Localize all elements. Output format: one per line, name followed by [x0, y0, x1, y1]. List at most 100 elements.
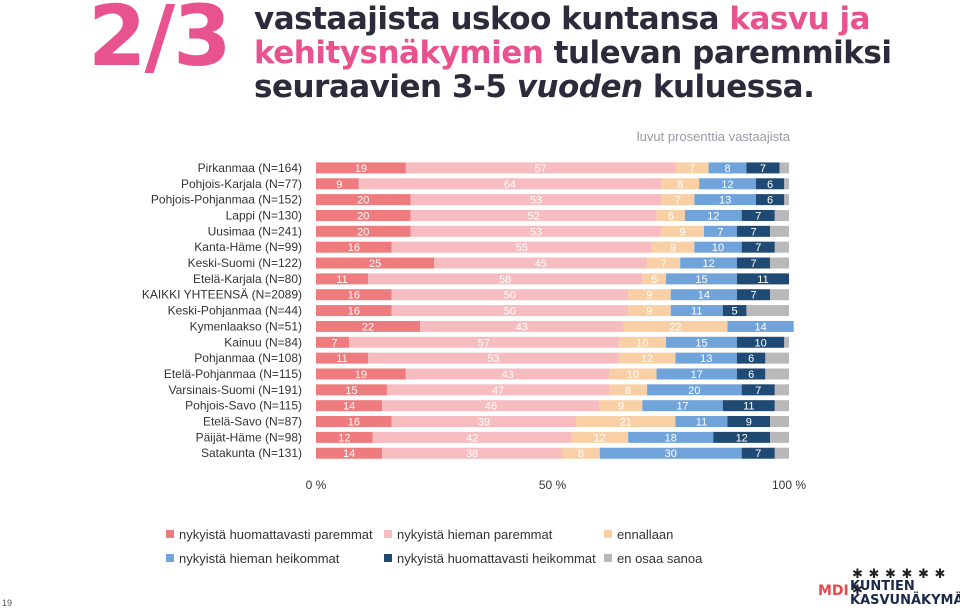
bar-segment	[722, 305, 747, 317]
bar-segment	[651, 241, 695, 253]
data-label: 11	[743, 401, 754, 413]
category-label: Pohjois-Savo (N=115)	[185, 399, 302, 413]
bar-segment	[694, 241, 742, 253]
data-label: 53	[530, 226, 542, 238]
data-label: 10	[627, 369, 639, 381]
data-label: 7	[675, 195, 681, 207]
data-label: 11	[336, 274, 347, 286]
bar-segment	[609, 384, 648, 396]
bar-segment	[576, 416, 676, 428]
category-label: Varsinais-Suomi (N=191)	[169, 383, 303, 397]
bar-segment	[316, 305, 392, 317]
bar-segment	[774, 400, 789, 412]
bar-segment	[599, 400, 643, 412]
bar-segment	[391, 241, 652, 253]
bar-segment	[684, 209, 742, 221]
data-label: 10	[636, 337, 648, 349]
bar-segment	[765, 352, 789, 364]
bar-segment	[741, 241, 775, 253]
stacked-bar-chart: Pirkanmaa (N=164) 19 57 7 8 7Pohjois-Karjala …	[142, 161, 807, 492]
data-label: 22	[362, 321, 374, 333]
data-label: 11	[696, 417, 707, 429]
bar-segment	[410, 194, 662, 206]
bar-segment	[675, 162, 709, 174]
bar-segment	[774, 209, 789, 221]
data-label: 6	[748, 353, 754, 365]
category-label: Pohjois-Pohjanmaa (N=152)	[151, 193, 302, 207]
data-label: 14	[754, 321, 766, 333]
bar-segment	[770, 289, 789, 301]
bar-segment	[316, 400, 383, 412]
data-label: 16	[348, 306, 360, 318]
bar-segment	[746, 305, 789, 317]
data-label: 19	[355, 369, 367, 381]
data-label: 45	[535, 258, 547, 270]
bar-segment	[722, 400, 775, 412]
data-label: 8	[578, 448, 584, 460]
bar-segment	[628, 305, 671, 317]
bar-segment	[666, 336, 737, 348]
bar-segment	[699, 178, 756, 190]
bar-segment	[736, 368, 766, 380]
data-label: 12	[707, 210, 719, 222]
bar-segment	[770, 416, 789, 428]
bar-segment	[774, 447, 789, 459]
bar-segment	[316, 178, 359, 190]
bar-segment	[316, 320, 421, 332]
bar-segment	[316, 225, 411, 237]
data-label: 14	[343, 448, 355, 460]
bar-segment	[656, 368, 737, 380]
bar-segment	[736, 352, 766, 364]
bar-segment	[382, 447, 562, 459]
data-label: 12	[721, 179, 733, 191]
data-label: 5	[732, 306, 738, 318]
data-label: 42	[466, 432, 478, 444]
bar-segment	[774, 241, 789, 253]
data-label: 46	[485, 401, 497, 413]
data-label: 16	[348, 242, 360, 254]
legend-item-5: nykyistä huomattavasti heikommat	[384, 551, 596, 566]
bar-segment	[647, 257, 681, 269]
bar-segment	[316, 162, 406, 174]
data-label: 30	[665, 448, 677, 460]
bar-segment	[368, 352, 619, 364]
bar-segment	[736, 257, 771, 269]
category-label: KAIKKI YHTEENSÄ (N=2089)	[142, 288, 302, 302]
legend-swatch-2	[384, 530, 392, 538]
data-label: 16	[348, 290, 360, 302]
data-label: 17	[676, 401, 688, 413]
bar-segment	[642, 400, 723, 412]
data-label: 57	[478, 337, 490, 349]
bar-segment	[316, 289, 392, 301]
data-label: 7	[755, 448, 761, 460]
bar-segment	[382, 400, 600, 412]
data-label: 12	[594, 432, 606, 444]
category-label: Keski-Suomi (N=122)	[188, 256, 302, 270]
data-label: 55	[516, 242, 528, 254]
bar-segment	[680, 257, 737, 269]
data-label: 6	[668, 210, 674, 222]
data-label: 7	[750, 226, 756, 238]
data-label: 20	[357, 226, 369, 238]
category-label: Pirkanmaa (N=164)	[198, 161, 302, 175]
bar-segment	[316, 352, 369, 364]
legend-swatch-3	[604, 530, 612, 538]
data-label: 5	[651, 274, 657, 286]
data-label: 9	[670, 242, 676, 254]
data-label: 7	[717, 226, 723, 238]
bar-segment	[391, 416, 577, 428]
legend-swatch-4	[166, 554, 174, 562]
bar-segment	[770, 225, 789, 237]
bar-segment	[656, 209, 685, 221]
data-label: 11	[691, 306, 702, 318]
headline: vastaajista uskoo kuntansa kasvu ja kehi…	[254, 1, 892, 105]
bar-segment	[561, 447, 600, 459]
data-label: 10	[754, 337, 766, 349]
data-label: 53	[530, 195, 542, 207]
category-label: Pohjanmaa (N=108)	[194, 351, 302, 365]
bar-segment	[391, 289, 629, 301]
bar-segment	[784, 336, 789, 348]
category-label: Päijät-Häme (N=98)	[196, 430, 302, 444]
bar-segment	[708, 162, 747, 174]
bar-segment	[741, 209, 775, 221]
